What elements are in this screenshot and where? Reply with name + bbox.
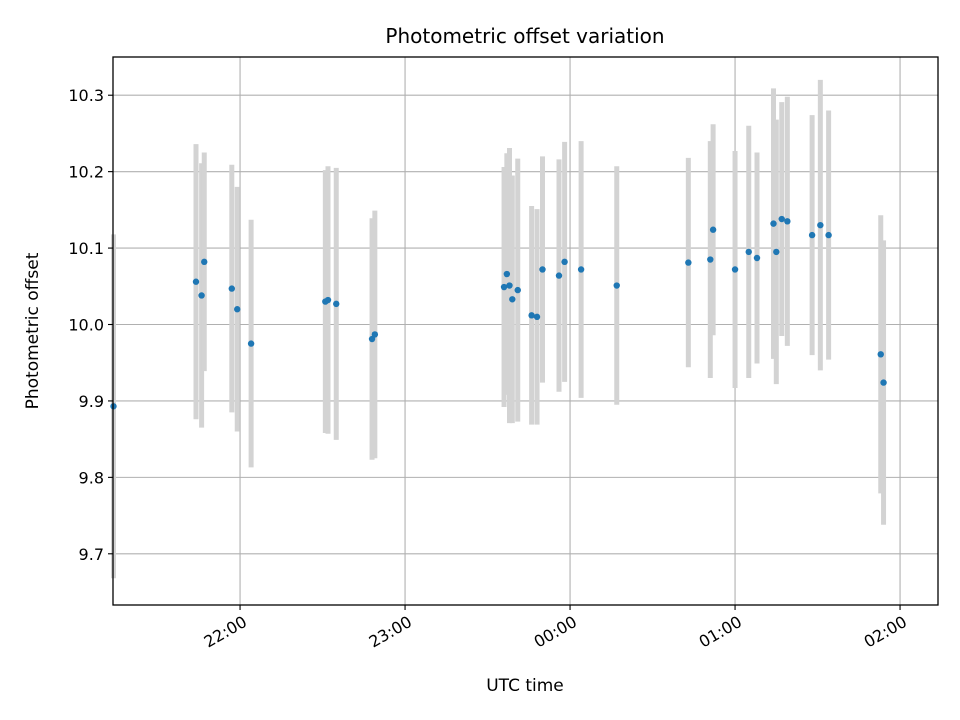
data-point <box>368 335 376 343</box>
data-point <box>745 248 752 256</box>
data-point <box>533 313 541 321</box>
data-point <box>817 221 824 229</box>
data-point <box>228 285 235 292</box>
chart-title: Photometric offset variation <box>385 24 664 48</box>
data-point <box>685 259 692 266</box>
data-point <box>198 292 205 299</box>
data-point <box>773 248 780 256</box>
data-point <box>555 272 563 279</box>
data-point <box>577 266 585 273</box>
y-tick-label: 9.9 <box>79 392 104 411</box>
y-axis-ticks: 9.7 9.8 9.9 10.0 10.1 10.2 10.3 <box>68 86 113 564</box>
data-point <box>825 231 832 239</box>
data-point <box>509 296 516 303</box>
y-tick-label: 9.7 <box>79 545 104 564</box>
data-point <box>192 278 200 285</box>
data-point <box>784 218 791 225</box>
data-point <box>753 254 761 262</box>
data-point <box>324 296 332 304</box>
data-point <box>561 258 568 266</box>
y-tick-label: 9.8 <box>79 468 104 487</box>
data-point <box>778 215 785 223</box>
x-axis-label: UTC time <box>486 676 564 696</box>
y-tick-label: 10.0 <box>68 316 104 335</box>
y-tick-label: 10.1 <box>68 239 104 258</box>
data-point <box>247 340 255 347</box>
data-point <box>880 379 887 386</box>
data-point <box>506 282 513 289</box>
y-tick-label: 10.3 <box>68 86 104 105</box>
data-point <box>514 286 521 294</box>
y-axis-label: Photometric offset <box>23 252 43 409</box>
data-point <box>709 226 717 233</box>
data-point <box>808 231 816 239</box>
plot-frame <box>112 56 939 606</box>
data-point <box>770 220 777 227</box>
data-point <box>234 306 241 313</box>
data-point <box>613 282 620 289</box>
data-point <box>877 351 884 358</box>
data-point <box>371 331 379 338</box>
y-tick-label: 10.2 <box>68 163 104 182</box>
data-point <box>539 266 546 273</box>
grid-lines <box>113 57 938 605</box>
data-point <box>333 300 340 308</box>
data-points <box>110 215 887 410</box>
data-point <box>707 256 714 263</box>
data-point <box>201 258 208 266</box>
data-point <box>731 266 739 273</box>
data-point <box>528 312 535 319</box>
data-point <box>503 270 511 278</box>
data-point <box>500 283 508 291</box>
